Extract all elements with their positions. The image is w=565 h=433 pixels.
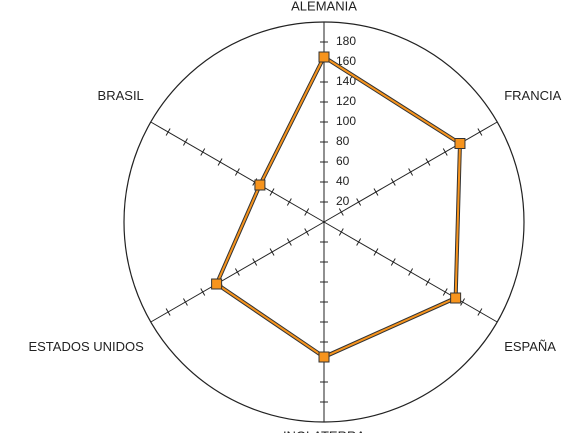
tick-mark — [269, 248, 275, 256]
data-point — [454, 138, 466, 149]
tick-mark — [338, 208, 344, 216]
category-label: ESTADOS UNIDOS — [28, 339, 144, 354]
tick-label: 80 — [336, 134, 350, 148]
data-point — [254, 179, 266, 191]
tick-label: 120 — [336, 94, 356, 108]
tick-mark — [234, 168, 240, 176]
tick-mark — [183, 298, 188, 306]
category-label: FRANCIA — [504, 88, 561, 103]
tick-mark — [408, 268, 414, 276]
tick-mark — [442, 288, 448, 296]
tick-mark — [356, 198, 362, 206]
tick-mark — [200, 148, 206, 156]
category-label: INGLATERRA — [283, 428, 365, 433]
tick-label: 40 — [336, 174, 350, 188]
category-label: ALEMANIA — [291, 0, 357, 13]
tick-mark — [373, 248, 379, 256]
tick-mark — [477, 128, 483, 136]
tick-mark — [217, 158, 223, 166]
tick-label: 140 — [336, 74, 356, 88]
tick-mark — [165, 308, 171, 316]
tick-mark — [373, 188, 379, 196]
tick-mark — [477, 308, 483, 316]
tick-mark — [183, 138, 188, 146]
tick-label: 160 — [336, 54, 356, 68]
tick-mark — [408, 168, 414, 176]
tick-label: 60 — [336, 154, 350, 168]
data-point — [318, 351, 330, 363]
tick-mark — [304, 208, 310, 216]
tick-label: 20 — [336, 194, 350, 208]
tick-mark — [425, 278, 431, 286]
tick-mark — [269, 188, 275, 196]
data-point — [318, 51, 330, 63]
tick-mark — [304, 228, 310, 236]
tick-mark — [460, 298, 465, 306]
tick-mark — [338, 228, 344, 236]
tick-mark — [286, 238, 292, 246]
tick-mark — [356, 238, 362, 246]
tick-mark — [252, 258, 258, 266]
tick-mark — [390, 178, 396, 186]
tick-label: 100 — [336, 114, 356, 128]
category-label: BRASIL — [98, 88, 144, 103]
tick-mark — [390, 258, 396, 266]
tick-mark — [165, 128, 171, 136]
data-point — [211, 278, 223, 290]
tick-mark — [234, 268, 240, 276]
tick-mark — [200, 288, 206, 296]
data-point — [450, 292, 462, 304]
tick-mark — [442, 148, 448, 156]
tick-mark — [286, 198, 292, 206]
tick-mark — [425, 158, 431, 166]
category-label: ESPAÑA — [504, 339, 556, 354]
tick-label: 180 — [336, 34, 356, 48]
